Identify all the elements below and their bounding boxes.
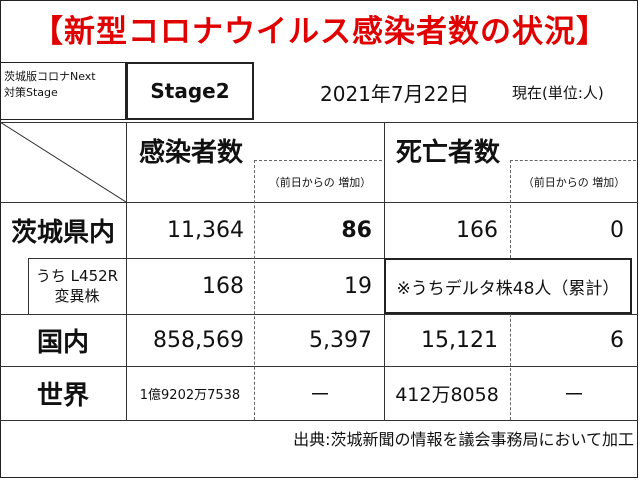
world-infected: 1億9202万7538 [139,387,241,403]
source-note: 出典:茨城新聞の情報を議会事務局において加工 [293,430,634,449]
table-line [28,258,29,314]
ibaraki-deaths-delta: 0 [610,217,624,243]
variant-infected: 168 [202,273,244,299]
header-infected: 感染者数 [138,137,243,168]
header-diagonal [0,122,126,202]
ibaraki-deaths: 166 [456,217,498,243]
row-label-variant-line2: 変異株 [54,287,100,305]
row-label-variant-line1: うち L452R [35,267,119,285]
world-infected-delta: － [308,383,331,408]
table-line [0,202,638,203]
table-line [0,314,638,315]
table-line [28,258,384,259]
world-deaths-delta: － [562,383,585,408]
header-infected-delta: （前日からの 増加） [268,176,372,189]
stage-value: Stage2 [126,62,254,120]
table-dash [510,160,511,258]
table-dash [510,160,636,162]
page-title: 【新型コロナウイルス感染者数の状況】 [32,14,608,50]
ibaraki-infected: 11,364 [167,217,244,243]
stage-label-line2: 対策Stage [4,86,58,99]
domestic-deaths: 15,121 [421,327,498,353]
table-line [126,122,127,420]
row-label-variant: うち L452R 変異株 [28,258,126,314]
stage-label: 茨城版コロナNext 対策Stage [0,62,126,120]
ibaraki-infected-delta: 86 [341,217,372,243]
row-label-world: 世界 [36,380,89,411]
table-dash [254,160,382,162]
world-deaths: 412万8058 [395,383,499,406]
header-deaths: 死亡者数 [395,137,500,168]
table-line [0,420,638,421]
variant-infected-delta: 19 [344,273,372,299]
header-deaths-delta: （前日からの 増加） [522,176,626,189]
row-label-ibaraki: 茨城県内 [10,217,115,248]
table-dash [254,160,255,420]
table-line [0,366,638,367]
stage-label-line1: 茨城版コロナNext [4,70,96,83]
row-label-domestic: 国内 [36,327,89,358]
domestic-infected-delta: 5,397 [309,327,372,353]
table-dash [510,314,511,420]
domestic-infected: 858,569 [153,327,244,353]
unit-note: 現在(単位:人) [512,84,604,102]
domestic-deaths-delta: 6 [610,327,624,353]
report-date: 2021年7月22日 [320,82,470,106]
delta-note: ※うちデルタ株48人（累計） [384,258,632,314]
table-line [0,122,638,123]
